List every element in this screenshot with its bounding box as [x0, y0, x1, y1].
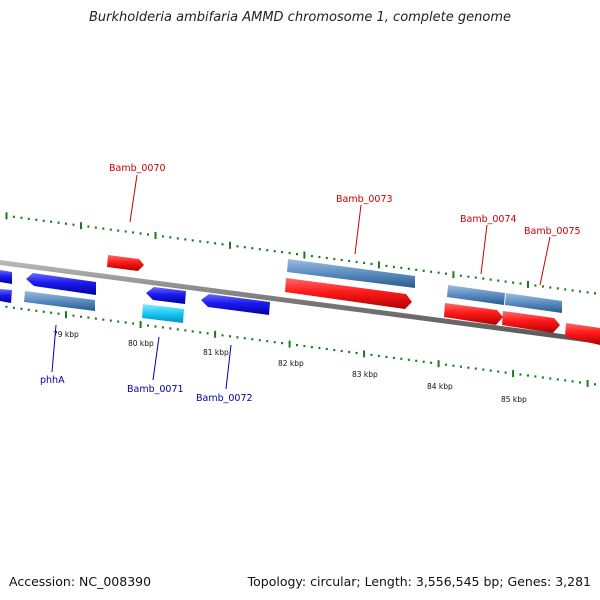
bottom-tick-row — [5, 305, 596, 387]
gene-labels: Bamb_0070 Bamb_0073 Bamb_0074 Bamb_0075 … — [40, 163, 581, 404]
feature-bamb-0073-steel[interactable] — [287, 259, 415, 288]
gene-left-edge-arrow-top[interactable] — [0, 270, 12, 284]
gene-bamb-0072-arrow[interactable] — [201, 294, 270, 315]
connector-bamb-0070 — [129, 174, 138, 223]
top-tick-row — [5, 212, 596, 295]
gene-label-bamb-0074[interactable]: Bamb_0074 — [460, 214, 517, 225]
gene-phhA-arrow[interactable] — [26, 273, 96, 295]
feature-phhA-steel[interactable] — [24, 291, 95, 311]
scale-label: 81 kbp — [203, 348, 229, 357]
gene-bamb-0075-arrow[interactable] — [502, 311, 560, 333]
feature-bamb-0074-steel[interactable] — [447, 285, 505, 305]
gene-label-bamb-0072[interactable]: Bamb_0072 — [196, 393, 253, 404]
gene-bamb-0071-arrow[interactable] — [146, 287, 186, 304]
gene-label-bamb-0075[interactable]: Bamb_0075 — [524, 226, 581, 237]
connector-bamb-0074 — [480, 224, 488, 275]
bottom-strand-features — [0, 270, 270, 323]
gene-bamb-0074-arrow[interactable] — [444, 303, 503, 325]
gene-label-bamb-0073[interactable]: Bamb_0073 — [336, 194, 393, 205]
connector-bamb-0072 — [225, 344, 232, 390]
scale-label: 79 kbp — [53, 330, 79, 339]
scale-label: 83 kbp — [352, 370, 378, 379]
scale-label: 82 kbp — [278, 359, 304, 368]
scale-labels: 79 kbp 80 kbp 81 kbp 82 kbp 83 kbp 84 kb… — [53, 330, 527, 404]
chromosome-backbone — [0, 260, 600, 344]
scale-label: 84 kbp — [427, 382, 453, 391]
gene-label-bamb-0071[interactable]: Bamb_0071 — [127, 384, 184, 395]
gene-bamb-0073-arrow[interactable] — [285, 278, 412, 309]
gene-left-edge-arrow-bottom[interactable] — [0, 289, 12, 303]
scale-label: 85 kbp — [501, 395, 527, 404]
gene-right-edge-arrow[interactable] — [565, 323, 600, 345]
topology-text: Topology: circular; Length: 3,556,545 bp… — [247, 574, 591, 589]
top-strand-features — [107, 255, 600, 345]
gene-bamb-0070-arrow[interactable] — [107, 255, 144, 271]
gene-label-phhA[interactable]: phhA — [40, 375, 65, 386]
gene-label-bamb-0070[interactable]: Bamb_0070 — [109, 163, 166, 174]
connector-bamb-0071 — [152, 336, 160, 381]
connector-bamb-0073 — [354, 204, 362, 255]
scale-label: 80 kbp — [128, 339, 154, 348]
label-connectors — [51, 174, 551, 390]
feature-bamb-0071-cyan[interactable] — [142, 304, 184, 323]
accession-text: Accession: NC_008390 — [9, 574, 152, 589]
feature-bamb-0075-steel[interactable] — [505, 293, 562, 313]
connector-bamb-0075 — [539, 236, 551, 286]
connector-phhA — [51, 324, 57, 373]
page-title: Burkholderia ambifaria AMMD chromosome 1… — [88, 10, 512, 25]
